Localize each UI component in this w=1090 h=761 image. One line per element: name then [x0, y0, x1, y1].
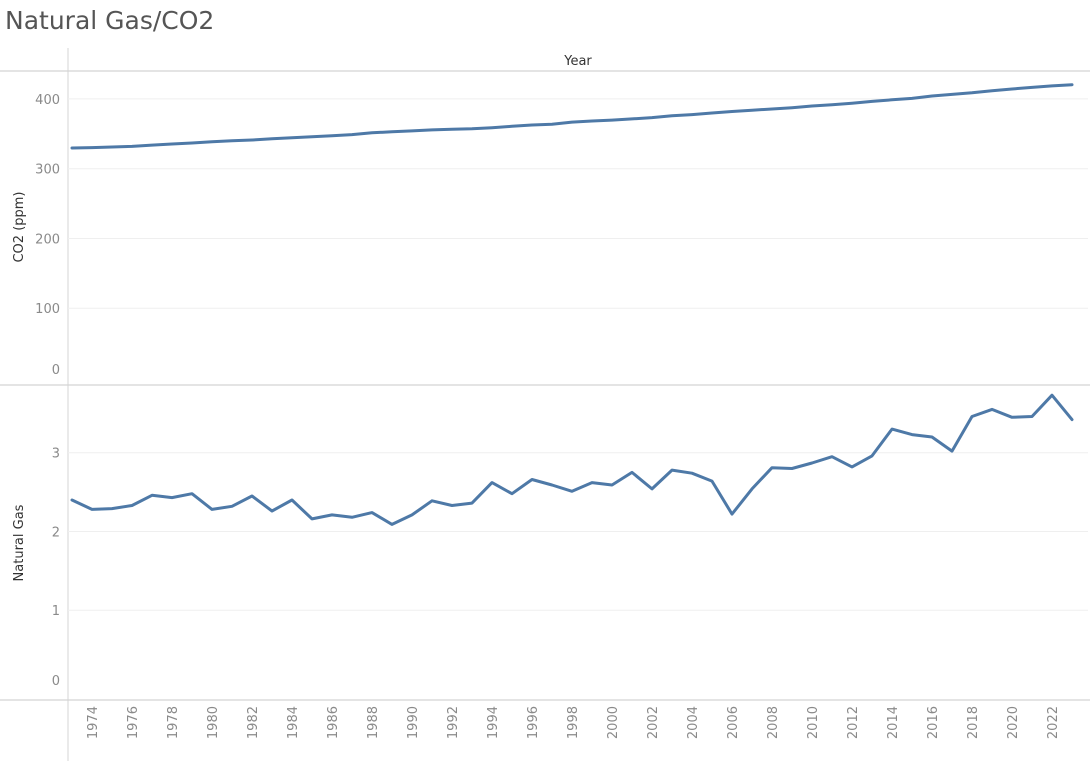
series-lines — [70, 83, 1074, 526]
x-tick-label: 1976 — [126, 706, 141, 739]
y-tick-label: 1 — [52, 604, 60, 619]
gridlines — [68, 98, 1088, 611]
tick-labels: 0 100 200 300 400 0 1 2 3 1974 1976 1978 1980 1982 198… — [35, 93, 1061, 739]
x-tick-label: 2020 — [1006, 706, 1021, 739]
chart-frame — [0, 48, 1090, 761]
series-line — [70, 393, 1074, 526]
x-tick-label: 1980 — [206, 706, 221, 739]
x-tick-label: 1996 — [526, 706, 541, 739]
series-line — [70, 83, 1074, 150]
x-tick-label: 1998 — [566, 706, 581, 739]
x-axis-title: Year — [563, 54, 592, 69]
y-tick-label: 0 — [52, 674, 60, 689]
x-tick-label: 1978 — [166, 706, 181, 739]
natural-gas-axis-title: Natural Gas — [12, 504, 27, 581]
x-tick-label: 2010 — [806, 706, 821, 739]
y-tick-label: 3 — [52, 447, 60, 462]
y-tick-label: 100 — [35, 302, 60, 317]
y-tick-label: 400 — [35, 93, 60, 108]
x-tick-label: 1986 — [326, 706, 341, 739]
x-tick-label: 1988 — [366, 706, 381, 739]
y-tick-label: 2 — [52, 525, 60, 540]
x-tick-label: 1994 — [486, 706, 501, 739]
x-tick-label: 2016 — [926, 706, 941, 739]
x-tick-label: 1982 — [246, 706, 261, 739]
x-tick-label: 1974 — [86, 706, 101, 739]
x-tick-label: 1984 — [286, 706, 301, 739]
x-tick-label: 2012 — [846, 706, 861, 739]
x-tick-label: 2014 — [886, 706, 901, 739]
x-tick-label: 2022 — [1046, 706, 1061, 739]
x-tick-label: 2004 — [686, 706, 701, 739]
x-tick-label: 1992 — [446, 706, 461, 739]
y-tick-label: 200 — [35, 232, 60, 247]
y-tick-label: 300 — [35, 163, 60, 178]
x-tick-label: 2006 — [726, 706, 741, 739]
y-tick-label: 0 — [52, 363, 60, 378]
x-tick-label: 2002 — [646, 706, 661, 739]
co2-axis-title: CO2 (ppm) — [12, 191, 27, 262]
x-tick-label: 2000 — [606, 706, 621, 739]
x-tick-label: 2018 — [966, 706, 981, 739]
x-tick-label: 2008 — [766, 706, 781, 739]
x-tick-label: 1990 — [406, 706, 421, 739]
page-title: Natural Gas/CO2 — [5, 6, 215, 35]
